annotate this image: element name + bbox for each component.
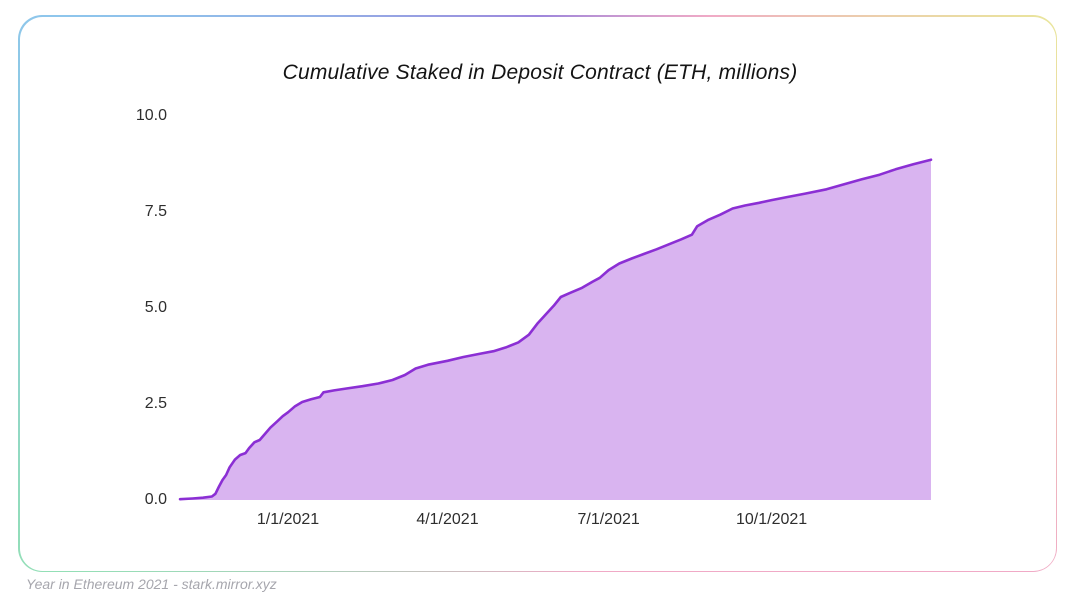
x-tick-label: 4/1/2021 — [416, 511, 479, 528]
x-tick-label: 7/1/2021 — [577, 511, 640, 528]
y-tick-label: 7.5 — [144, 202, 167, 220]
area-line-path — [178, 158, 933, 501]
y-tick-label: 2.5 — [144, 394, 167, 412]
y-tick-label: 0.0 — [144, 491, 167, 508]
y-tick-label: 10.0 — [135, 106, 167, 124]
x-tick-label: 1/1/2021 — [256, 511, 320, 528]
footer-credit: Year in Ethereum 2021 - stark.mirror.xyz — [26, 576, 277, 592]
area-fill-shape — [180, 159, 931, 500]
y-tick-label: 5.0 — [144, 298, 167, 316]
chart-title: Cumulative Staked in Deposit Contract (E… — [282, 61, 798, 84]
x-tick-label: 10/1/2021 — [735, 511, 808, 528]
